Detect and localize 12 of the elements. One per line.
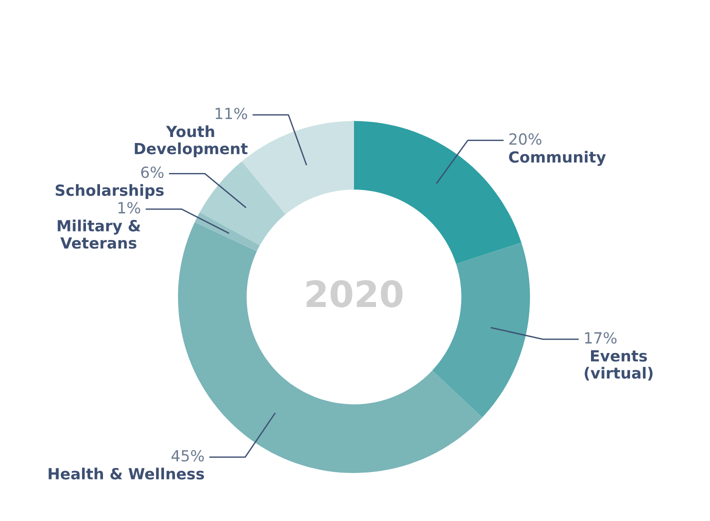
- data-label: 17%: [585, 332, 617, 344]
- data-label: 45%: [171, 450, 204, 462]
- data-label: 20%: [509, 133, 542, 145]
- data-label: 6%: [141, 166, 164, 178]
- slice-label: Scholarships: [56, 184, 164, 199]
- slice-label: Health & Wellness: [48, 468, 204, 480]
- slice-label: Events (virtual): [584, 350, 653, 381]
- slice-label: Youth Development: [134, 125, 248, 158]
- slice-label: Community: [509, 150, 606, 166]
- data-label: 1%: [118, 202, 140, 214]
- data-label: 11%: [216, 108, 248, 120]
- slice-label: Military & Veterans: [58, 220, 140, 249]
